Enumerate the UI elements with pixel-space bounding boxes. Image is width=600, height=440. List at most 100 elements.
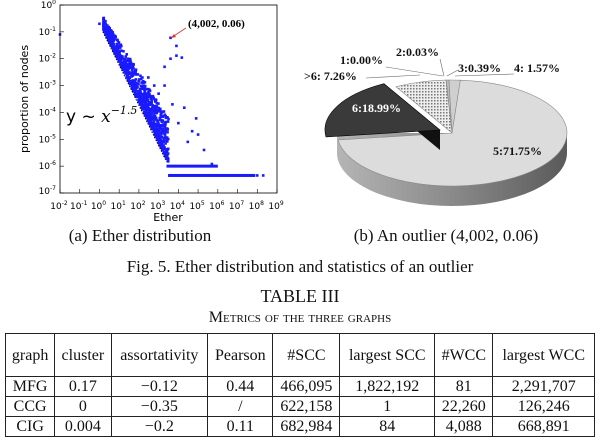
scatter-point bbox=[150, 102, 153, 106]
scatter-point bbox=[147, 110, 151, 114]
scatter-point bbox=[163, 139, 166, 142]
scatter-point bbox=[135, 95, 139, 99]
table-cell: 84 bbox=[339, 416, 436, 437]
scatter-point bbox=[111, 41, 115, 45]
scatter-point bbox=[127, 57, 131, 61]
scatter-point bbox=[183, 106, 186, 109]
column-header: Pearson bbox=[207, 333, 274, 377]
scatter-point bbox=[145, 93, 148, 97]
scatter-point bbox=[111, 31, 115, 34]
x-tick-label: 103 bbox=[150, 200, 165, 212]
scatter-point bbox=[131, 84, 134, 88]
y-tick-label: 10-3 bbox=[39, 80, 57, 92]
scatter-point bbox=[137, 100, 141, 104]
scatter-point bbox=[125, 53, 129, 56]
pie-slice-label: 1:0.00% bbox=[340, 53, 383, 67]
scatter-point bbox=[149, 124, 153, 128]
x-tick-label: 10-1 bbox=[70, 200, 88, 212]
scatter-point bbox=[165, 140, 169, 143]
scatter-point bbox=[147, 76, 150, 79]
scatter-point bbox=[117, 59, 121, 63]
scatter-point bbox=[143, 90, 146, 93]
scatter-point bbox=[166, 130, 169, 134]
scatter-point bbox=[157, 106, 160, 110]
scatter-point bbox=[166, 147, 170, 151]
table-cell: CIG bbox=[4, 416, 56, 437]
scatter-point bbox=[163, 146, 166, 149]
scatter-point bbox=[130, 69, 134, 72]
ether-scatter-chart: 10-2 10-1 100 101 102 103 104 105 106 107 108 10910… bbox=[18, 0, 284, 224]
table-row: MFG 0.17 −0.12 0.44 466,095 1,822,192 81 2,291,… bbox=[4, 376, 595, 397]
table-cell: −0.2 bbox=[110, 416, 209, 437]
scatter-point bbox=[202, 148, 206, 152]
scatter-point bbox=[120, 49, 123, 52]
scatter-point bbox=[126, 63, 130, 67]
scatter-point bbox=[261, 174, 265, 177]
table-cell: 0.17 bbox=[54, 376, 112, 397]
scatter-point bbox=[210, 162, 214, 166]
caption-a: (a) Ether distribution bbox=[68, 226, 212, 245]
scatter-point bbox=[151, 126, 155, 130]
scatter-point bbox=[157, 140, 161, 143]
table-cell: 1 bbox=[339, 396, 436, 417]
scatter-point bbox=[162, 136, 166, 140]
scatter-point bbox=[123, 57, 127, 61]
scatter-point bbox=[124, 66, 128, 70]
scatter-point bbox=[132, 88, 136, 92]
y-tick-label: 10-7 bbox=[39, 185, 57, 197]
scatter-point bbox=[162, 124, 165, 128]
table-row: CCG 0 −0.35/622,158 1 22,260 126,246 bbox=[4, 396, 595, 417]
scatter-point bbox=[117, 53, 120, 57]
scatter-point bbox=[142, 79, 145, 83]
scatter-point bbox=[158, 118, 162, 121]
scatter-point bbox=[171, 103, 174, 106]
pie-slice-label: 3:0.39% bbox=[458, 61, 501, 75]
scatter-point bbox=[150, 94, 153, 98]
scatter-point bbox=[102, 23, 105, 26]
scatter-point bbox=[144, 95, 148, 98]
scatter-point bbox=[158, 132, 162, 135]
scatter-point bbox=[142, 103, 145, 107]
scatter-point bbox=[131, 79, 134, 82]
scatter-point bbox=[153, 100, 157, 103]
scatter-point bbox=[147, 114, 151, 118]
scatter-point bbox=[139, 84, 143, 88]
scatter-point bbox=[148, 101, 151, 104]
scatter-point bbox=[111, 36, 115, 39]
scatter-point bbox=[144, 113, 148, 117]
scatter-point bbox=[149, 110, 152, 113]
scatter-point bbox=[116, 39, 120, 42]
scatter-point bbox=[166, 137, 170, 141]
scatter-point bbox=[154, 107, 158, 111]
x-tick-label: 106 bbox=[209, 200, 224, 212]
scatter-point bbox=[149, 107, 152, 111]
table-cell: 0.11 bbox=[207, 416, 274, 437]
scatter-point bbox=[98, 22, 101, 26]
scatter-point bbox=[111, 33, 114, 36]
scatter-point bbox=[158, 116, 162, 120]
scatter-point bbox=[134, 82, 138, 86]
scatter-point bbox=[164, 128, 167, 132]
table-cell: 466,095 bbox=[272, 376, 341, 397]
scatter-band bbox=[166, 164, 218, 168]
scatter-point bbox=[159, 138, 163, 142]
scatter-point bbox=[149, 97, 153, 100]
scatter-point bbox=[137, 95, 141, 99]
scatter-point bbox=[106, 29, 109, 32]
scatter-point bbox=[122, 49, 125, 53]
scatter-point bbox=[137, 80, 140, 83]
scatter-point bbox=[161, 148, 164, 151]
scatter-point bbox=[157, 141, 161, 145]
scatter-point bbox=[163, 132, 167, 135]
column-header: #SCC bbox=[272, 333, 341, 377]
scatter-point bbox=[139, 96, 143, 100]
scatter-point bbox=[151, 111, 154, 115]
table-cell: 0.44 bbox=[207, 376, 274, 397]
scatter-point bbox=[166, 152, 170, 155]
scatter-point bbox=[164, 120, 167, 124]
scatter-point bbox=[160, 135, 164, 139]
pie-slice bbox=[395, 79, 453, 134]
scatter-point bbox=[118, 51, 121, 55]
scatter-point bbox=[140, 81, 143, 84]
scatter-point bbox=[121, 63, 125, 67]
